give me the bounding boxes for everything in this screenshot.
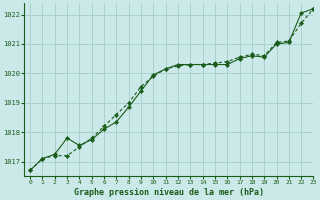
X-axis label: Graphe pression niveau de la mer (hPa): Graphe pression niveau de la mer (hPa) [74,188,264,197]
